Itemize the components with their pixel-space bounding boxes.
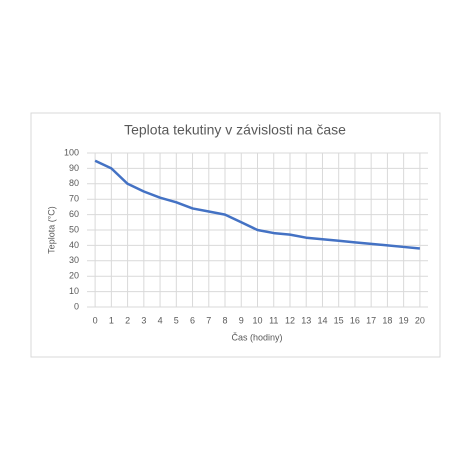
x-tick-label: 12 xyxy=(285,315,295,325)
x-tick-label: 7 xyxy=(206,315,211,325)
x-tick-label: 11 xyxy=(269,315,278,325)
x-tick-label: 6 xyxy=(190,315,195,325)
y-tick-label: 80 xyxy=(69,178,79,188)
y-tick-label: 10 xyxy=(69,286,79,296)
y-tick-label: 70 xyxy=(69,194,79,204)
x-tick-label: 0 xyxy=(93,315,98,325)
y-axis-label: Teplota (°C) xyxy=(46,206,56,254)
x-tick-label: 18 xyxy=(382,315,392,325)
x-tick-label: 9 xyxy=(239,315,244,325)
x-tick-label: 3 xyxy=(141,315,146,325)
x-tick-label: 2 xyxy=(125,315,130,325)
y-tick-label: 0 xyxy=(74,301,79,311)
data-line xyxy=(94,159,420,250)
y-tick-label: 40 xyxy=(69,240,79,250)
x-tick-label: 8 xyxy=(223,315,228,325)
y-tick-label: 20 xyxy=(69,271,79,281)
x-tick-label: 1 xyxy=(109,315,114,325)
chart-title: Teplota tekutiny v závislosti na čase xyxy=(124,122,346,138)
x-tick-label: 20 xyxy=(415,315,425,325)
x-tick-label: 19 xyxy=(399,315,409,325)
y-tick-label: 90 xyxy=(69,163,79,173)
x-axis-label: Čas (hodiny) xyxy=(231,332,282,342)
x-tick-label: 14 xyxy=(317,315,327,325)
y-tick-label: 50 xyxy=(69,224,79,234)
x-tick-label: 13 xyxy=(301,315,311,325)
chart-frame xyxy=(30,112,441,358)
x-tick-label: 4 xyxy=(158,315,163,325)
y-tick-label: 100 xyxy=(64,147,79,157)
x-tick-label: 5 xyxy=(174,315,179,325)
x-tick-label: 10 xyxy=(252,315,262,325)
x-tick-label: 16 xyxy=(350,315,360,325)
y-tick-label: 30 xyxy=(69,255,79,265)
x-tick-label: 15 xyxy=(334,315,344,325)
x-tick-label: 17 xyxy=(366,315,376,325)
y-tick-label: 60 xyxy=(69,209,79,219)
